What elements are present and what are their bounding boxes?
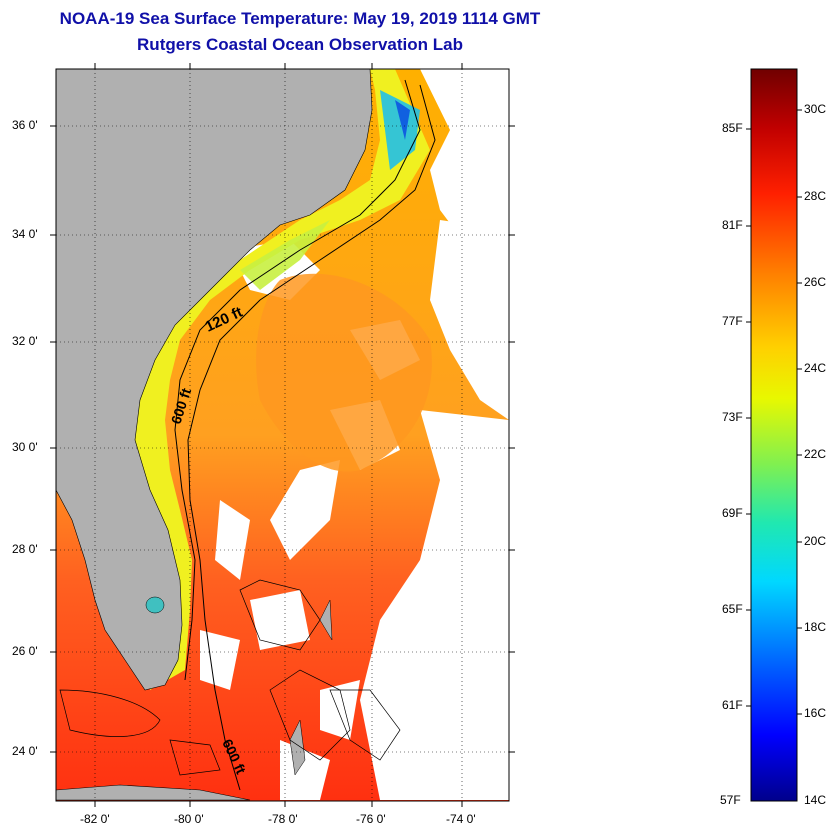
lon-label-74: -74 0'	[446, 812, 476, 826]
cb-c-30: 30C	[804, 102, 827, 116]
lake	[145, 596, 165, 614]
lat-label-34: 34 0'	[12, 227, 38, 241]
cb-c-24: 24C	[804, 361, 827, 375]
gulf-stream-band	[256, 273, 432, 472]
cb-f-65: 65F	[722, 602, 743, 616]
cb-f-57: 57F	[720, 793, 741, 807]
colorbar	[746, 68, 802, 802]
bahamas-contours	[59, 579, 401, 776]
lat-label-28: 28 0'	[12, 542, 38, 556]
map-frame	[55, 68, 510, 802]
lat-label-32: 32 0'	[12, 334, 38, 348]
cb-c-28: 28C	[804, 189, 827, 203]
cb-c-26: 26C	[804, 275, 827, 289]
cb-f-81: 81F	[722, 218, 743, 232]
isobath-600ft	[187, 84, 436, 791]
lon-label-80: -80 0'	[174, 812, 204, 826]
lat-label-30: 30 0'	[12, 440, 38, 454]
map-subtitle: Rutgers Coastal Ocean Observation Lab	[137, 35, 463, 54]
lat-label-24: 24 0'	[12, 744, 38, 758]
isobath-120ft	[174, 79, 421, 681]
cb-f-73: 73F	[722, 410, 743, 424]
map-title: NOAA-19 Sea Surface Temperature: May 19,…	[59, 9, 541, 28]
axis-ticks	[50, 63, 515, 807]
cuba	[56, 784, 251, 801]
cb-f-69: 69F	[722, 506, 743, 520]
cb-c-16: 16C	[804, 706, 827, 720]
cb-f-61: 61F	[722, 698, 743, 712]
cb-f-77: 77F	[722, 314, 743, 328]
cb-c-14: 14C	[804, 793, 827, 807]
land-mass	[56, 69, 373, 691]
lon-label-78: -78 0'	[268, 812, 298, 826]
lat-label-36: 36 0'	[12, 118, 38, 132]
cb-f-85: 85F	[722, 121, 743, 135]
lat-label-26: 26 0'	[12, 644, 38, 658]
lon-label-82: -82 0'	[80, 812, 110, 826]
cb-c-20: 20C	[804, 534, 827, 548]
cb-c-22: 22C	[804, 447, 827, 461]
cb-c-18: 18C	[804, 620, 827, 634]
lon-label-76: -76 0'	[356, 812, 386, 826]
